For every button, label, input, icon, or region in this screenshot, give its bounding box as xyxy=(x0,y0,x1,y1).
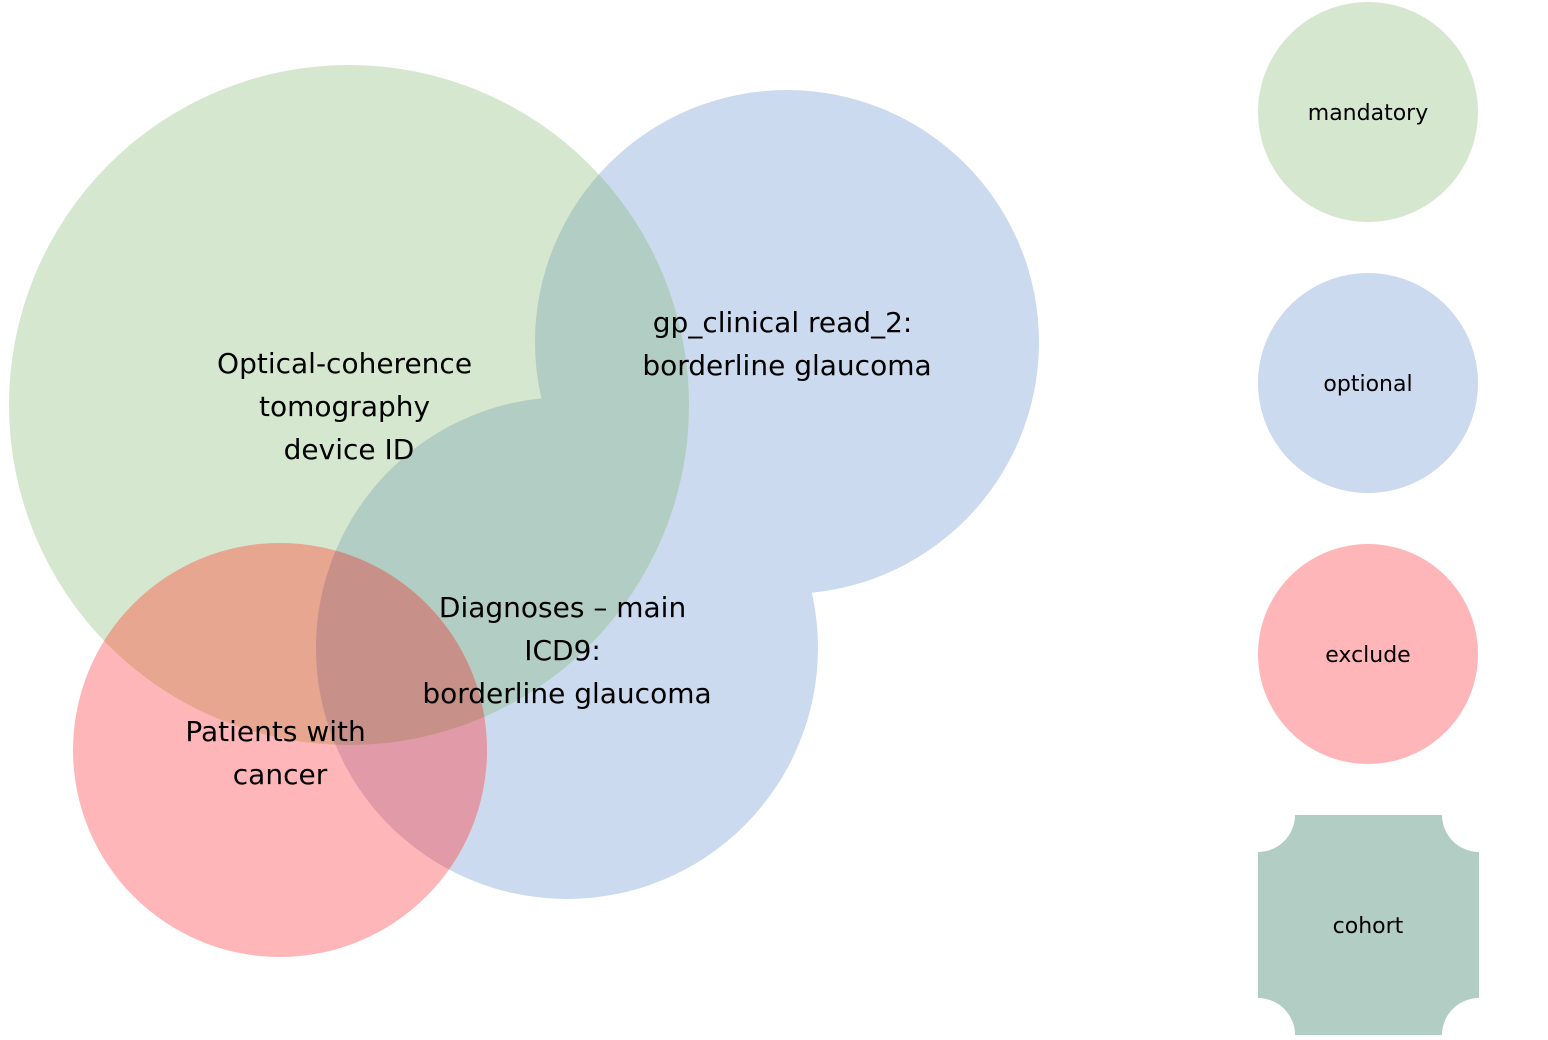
gp-clinical-set-label: gp_clinical read_2: borderline glaucoma xyxy=(642,306,931,382)
mandatory-set-label-line: tomography xyxy=(259,390,430,423)
legend-mandatory-label: mandatory xyxy=(1308,101,1428,126)
gp-clinical-set-label-line: borderline glaucoma xyxy=(642,349,931,382)
legend-cohort-label: cohort xyxy=(1333,914,1404,939)
mandatory-set-label-line: Optical-coherence xyxy=(217,347,472,380)
exclude-set-label-line: cancer xyxy=(233,758,328,791)
diagnoses-icd9-set-label-line: borderline glaucoma xyxy=(422,677,711,710)
legend-cohort-swatch xyxy=(1258,815,1479,1035)
exclude-optional-overlap xyxy=(316,543,487,899)
diagnoses-icd9-set-label-line: ICD9: xyxy=(524,634,601,667)
legend-exclude-label: exclude xyxy=(1325,643,1410,668)
legend-mandatory-swatch xyxy=(1258,2,1478,222)
mandatory-set-label-line: device ID xyxy=(284,433,415,466)
diagnoses-icd9-set-label: Diagnoses – main ICD9: borderline glauco… xyxy=(422,591,711,710)
exclude-set-label-line: Patients with xyxy=(185,715,365,748)
exclude-set-label: Patients with cancer xyxy=(185,715,374,791)
legend: mandatory optional exclude cohort xyxy=(1258,2,1479,1035)
legend-optional-swatch xyxy=(1258,273,1478,493)
diagnoses-icd9-set-label-line: Diagnoses – main xyxy=(439,591,686,624)
legend-optional-label: optional xyxy=(1323,372,1412,397)
legend-exclude-swatch xyxy=(1258,544,1478,764)
mandatory-set-label: Optical-coherence tomography device ID xyxy=(217,347,481,466)
gp-clinical-set-label-line: gp_clinical read_2: xyxy=(653,306,913,339)
